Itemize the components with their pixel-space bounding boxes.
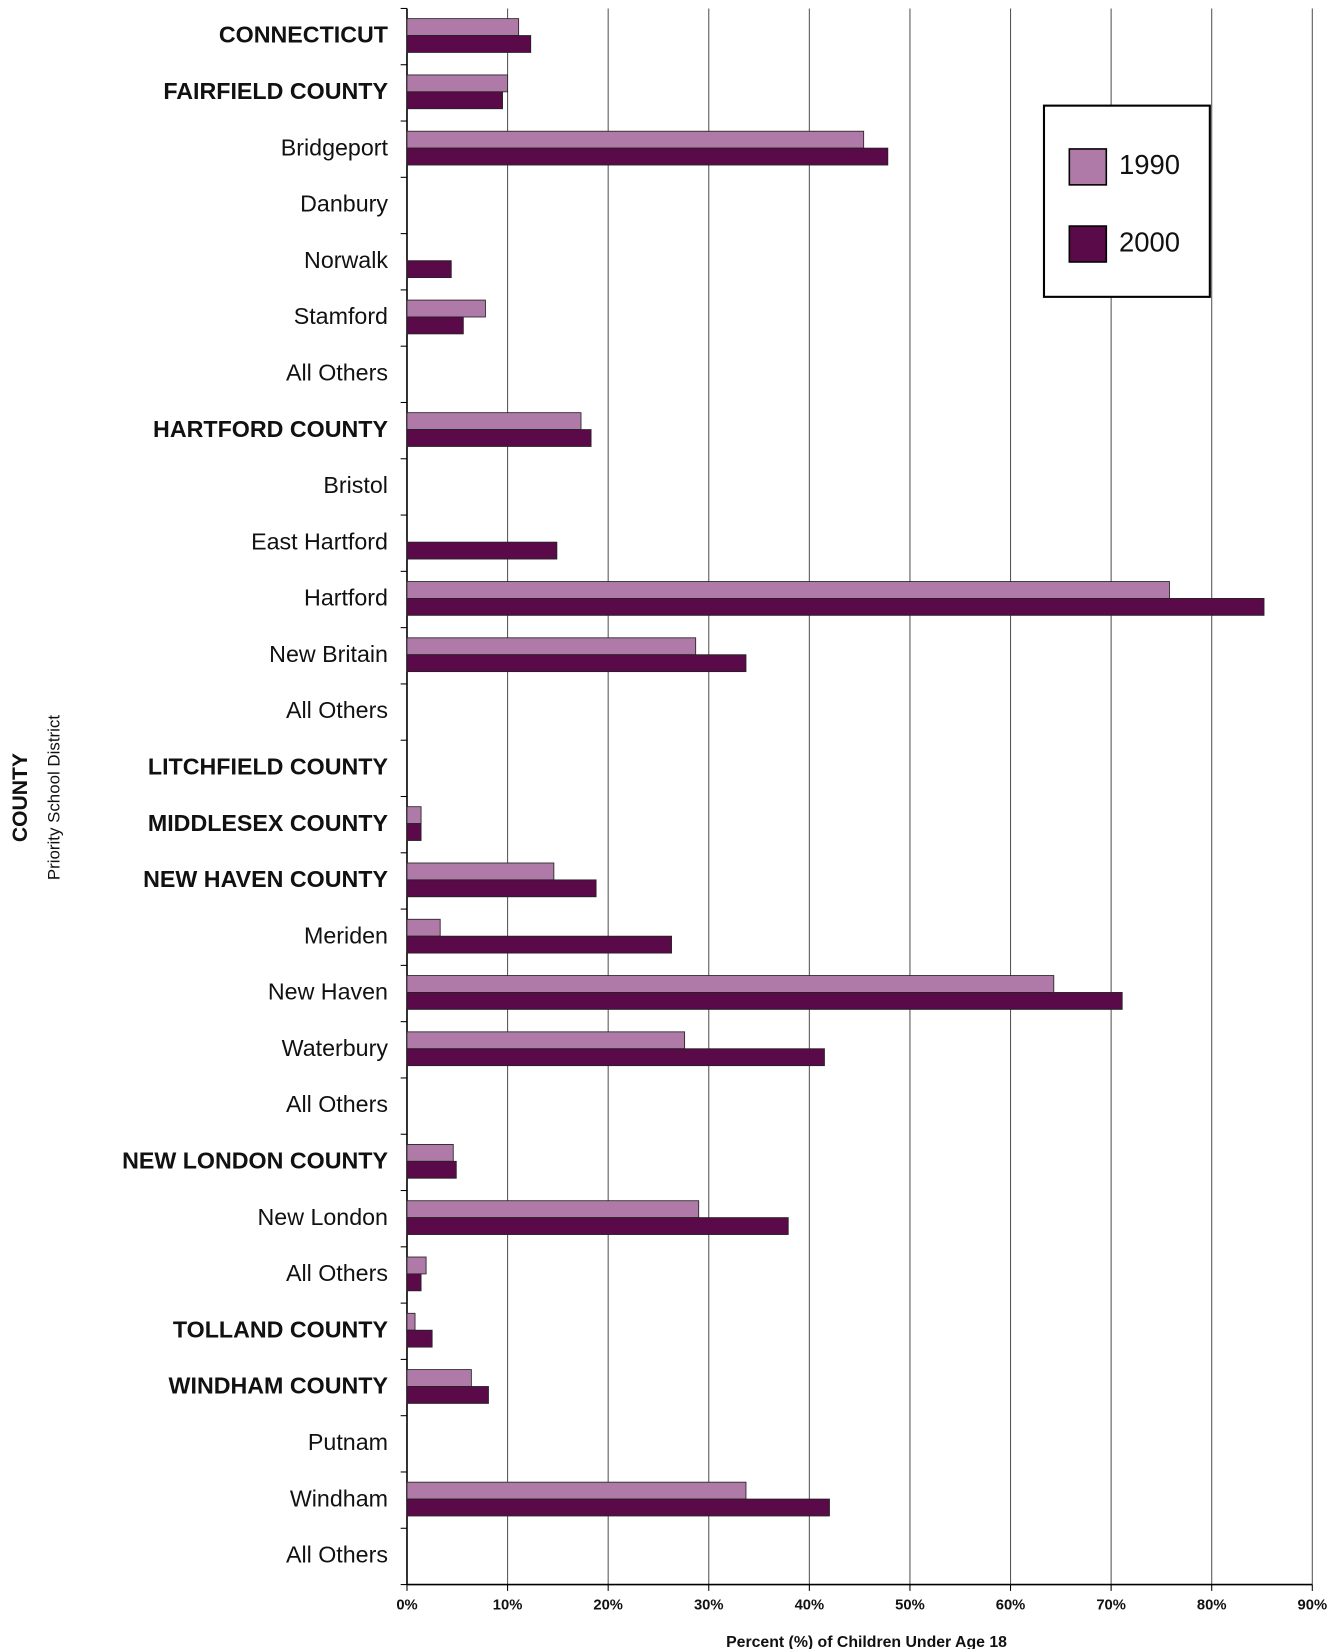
y-tick-label: New London — [258, 1204, 388, 1230]
y-tick-label: Norwalk — [304, 247, 388, 273]
bar — [406, 541, 558, 560]
x-tick-label: 50% — [895, 1598, 925, 1614]
bar — [406, 637, 697, 656]
x-tick-label: 70% — [1096, 1598, 1126, 1614]
x-tick-label: 30% — [694, 1598, 724, 1614]
legend-swatch — [1068, 225, 1108, 263]
x-tick-label: 0% — [396, 1598, 417, 1614]
y-tick-label: East Hartford — [251, 528, 388, 554]
bar — [406, 1160, 457, 1179]
bar — [406, 1312, 416, 1331]
bar — [406, 147, 889, 166]
y-tick-label: NEW LONDON COUNTY — [122, 1148, 388, 1174]
legend-box — [1042, 104, 1211, 298]
bar — [406, 806, 422, 825]
legend-label: 1990 — [1119, 149, 1180, 180]
bar — [406, 1498, 830, 1517]
y-tick-label: CONNECTICUT — [219, 22, 388, 48]
y-axis-label: COUNTY — [9, 753, 32, 842]
bar — [406, 879, 597, 898]
y-tick-label: Danbury — [300, 191, 388, 217]
bar — [406, 130, 865, 149]
bar — [406, 975, 1055, 993]
bar — [406, 35, 532, 53]
bar — [406, 1031, 686, 1050]
y-tick-label: New Britain — [269, 641, 388, 667]
y-tick-label: FAIRFIELD COUNTY — [163, 78, 388, 104]
bar — [406, 581, 1170, 599]
y-tick-label: HARTFORD COUNTY — [153, 416, 388, 442]
y-tick-label: Bristol — [323, 472, 388, 498]
y-tick-label: Stamford — [294, 303, 388, 329]
bar — [406, 1217, 789, 1235]
legend-label: 2000 — [1119, 226, 1180, 257]
y-tick-label: LITCHFIELD COUNTY — [148, 754, 389, 780]
bar — [406, 91, 503, 110]
y-tick-label: All Others — [286, 697, 388, 723]
bar — [406, 1144, 454, 1162]
y-tick-label: Hartford — [304, 585, 388, 611]
y-tick-label: NEW HAVEN COUNTY — [143, 866, 388, 892]
y-tick-label: Putnam — [308, 1429, 388, 1455]
y-tick-label: New Haven — [268, 979, 388, 1005]
bar — [406, 1481, 747, 1500]
y-axis-sublabel: Priority School District — [45, 715, 64, 880]
bar — [406, 823, 422, 841]
x-tick-label: 60% — [996, 1598, 1026, 1614]
bar — [406, 1256, 427, 1275]
x-tick-label: 80% — [1197, 1598, 1227, 1614]
y-tick-label: TOLLAND COUNTY — [173, 1316, 389, 1342]
bar — [406, 1273, 422, 1292]
y-tick-label: WINDHAM COUNTY — [169, 1373, 389, 1399]
bar — [406, 299, 486, 318]
y-tick-label: All Others — [286, 359, 388, 385]
x-tick-label: 20% — [593, 1598, 623, 1614]
x-tick-label: 10% — [493, 1598, 523, 1614]
y-tick-label: Meriden — [304, 922, 388, 948]
x-tick-label: 40% — [795, 1598, 825, 1614]
y-tick-label: All Others — [286, 1260, 388, 1286]
x-axis-label: Percent (%) of Children Under Age 18 — [726, 1634, 1007, 1649]
bar — [406, 429, 592, 447]
bar — [406, 598, 1265, 616]
bar — [406, 260, 452, 279]
bar — [406, 316, 464, 335]
bar — [406, 1386, 489, 1404]
bar — [406, 918, 441, 937]
bar — [406, 1200, 700, 1219]
y-tick-label: Waterbury — [282, 1035, 389, 1061]
y-tick-label: Windham — [290, 1485, 388, 1511]
y-tick-label: Bridgeport — [281, 134, 389, 160]
bar — [406, 18, 520, 36]
bar — [406, 1369, 472, 1387]
bar — [406, 412, 582, 430]
y-tick-label: All Others — [286, 1091, 388, 1117]
bar — [406, 1048, 825, 1067]
y-tick-label: All Others — [286, 1542, 388, 1568]
bar — [406, 992, 1123, 1010]
legend-swatch — [1068, 148, 1108, 186]
bar — [406, 654, 747, 673]
bar — [406, 862, 555, 881]
y-tick-label: MIDDLESEX COUNTY — [148, 810, 389, 836]
bar — [406, 1329, 433, 1348]
bar — [406, 935, 672, 954]
x-tick-label: 90% — [1298, 1598, 1328, 1614]
bar — [406, 74, 509, 93]
